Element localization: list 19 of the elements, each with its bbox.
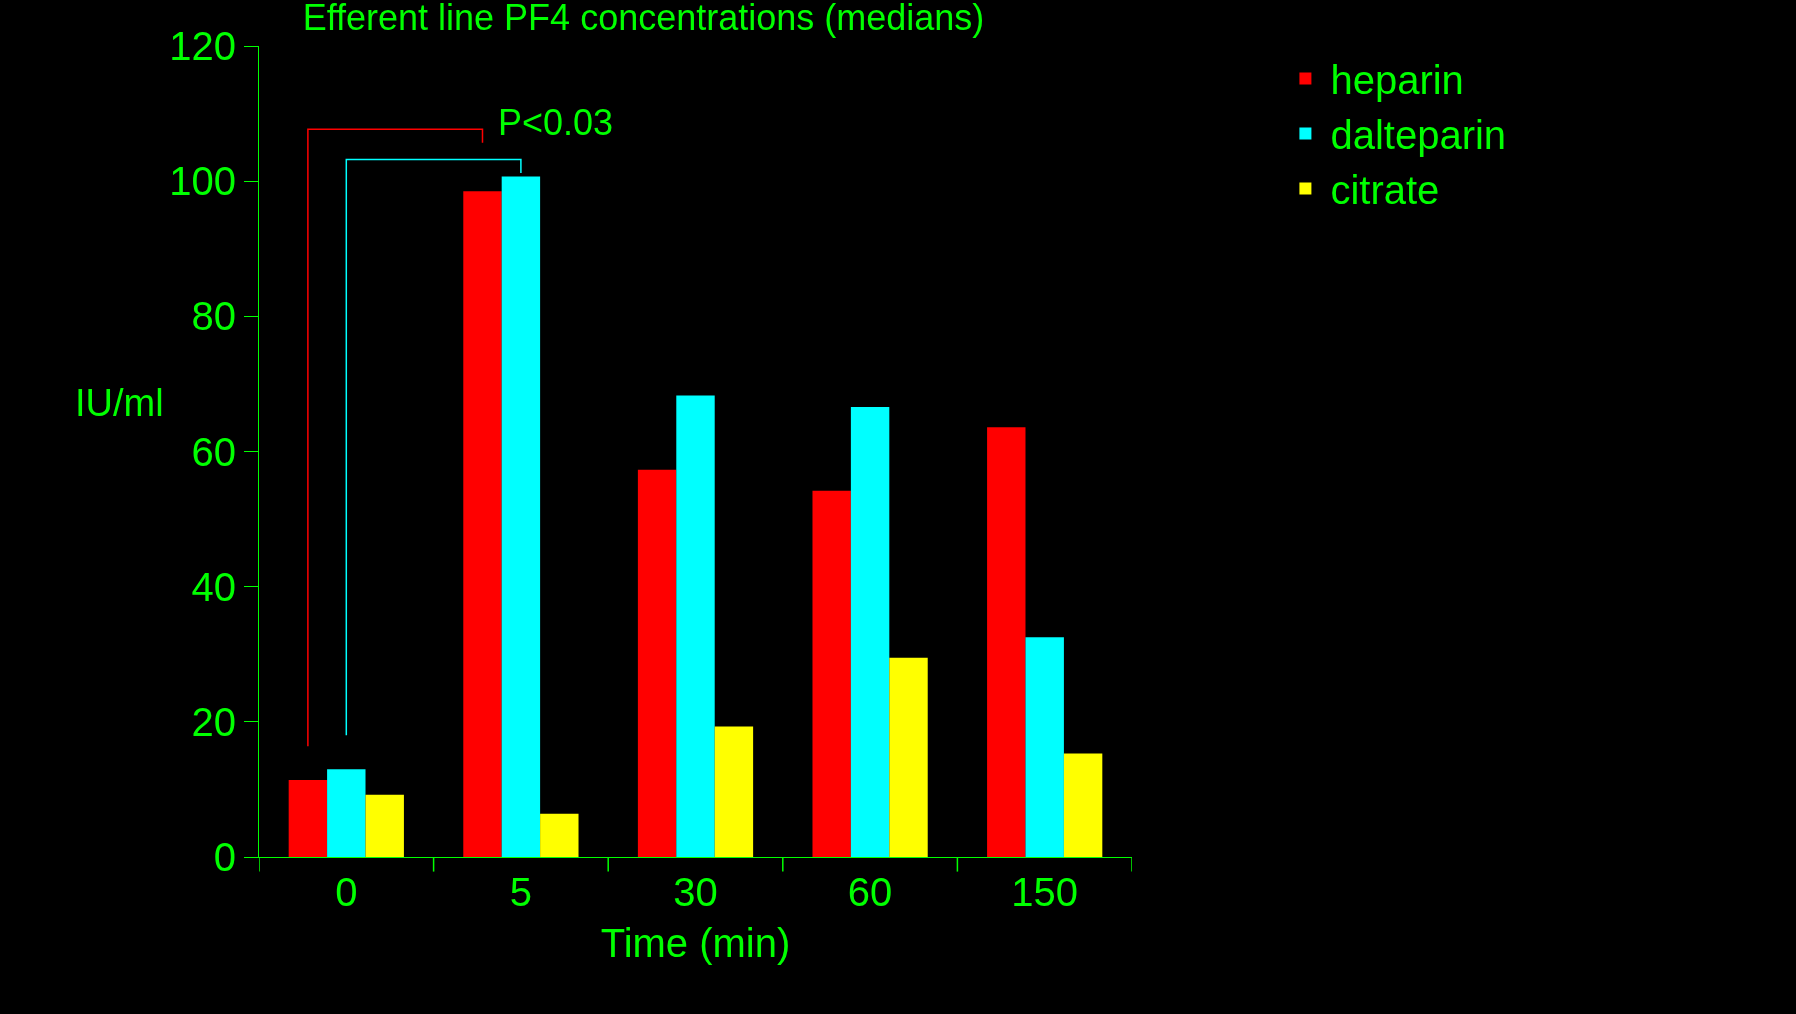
x-tick-label: 30 xyxy=(673,870,718,914)
x-tick-label: 60 xyxy=(847,870,893,914)
chart-title: Efferent line PF4 concentrations (medians) xyxy=(302,0,985,39)
y-tick-label: 100 xyxy=(169,159,236,204)
y-tick-label: 40 xyxy=(191,564,236,609)
y-tick-label: 120 xyxy=(169,24,236,68)
x-tick-label: 0 xyxy=(335,870,358,914)
x-tick-label: 150 xyxy=(1011,870,1079,914)
legend-label: citrate xyxy=(1330,168,1440,213)
legend-label: heparin xyxy=(1330,58,1464,103)
legend-label: dalteparin xyxy=(1330,113,1507,158)
y-tick-label: 60 xyxy=(191,429,236,474)
y-tick-label: 80 xyxy=(191,294,236,339)
x-axis-title: Time (min) xyxy=(600,920,791,965)
x-tick-label: 5 xyxy=(509,870,533,914)
y-tick-label: 20 xyxy=(191,699,236,744)
y-axis-title: IU/ml xyxy=(75,382,164,424)
annotation: P<0.03 xyxy=(498,102,614,143)
y-tick-label: 0 xyxy=(213,835,236,879)
